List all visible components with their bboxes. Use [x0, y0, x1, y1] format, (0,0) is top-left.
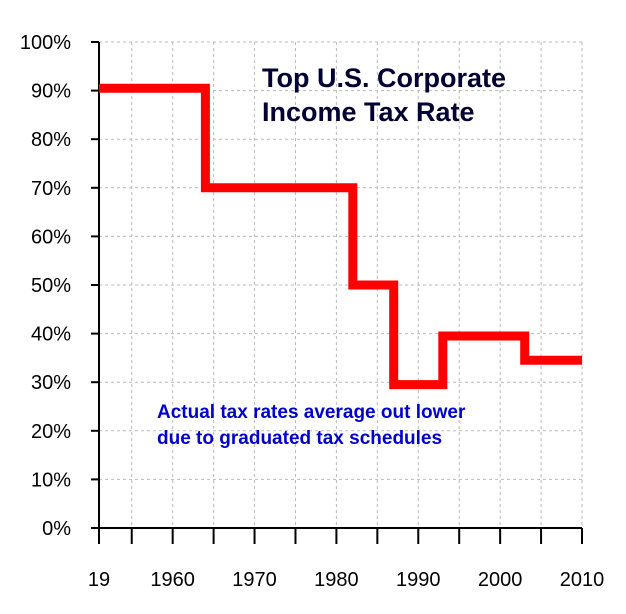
- y-tick-label: 0%: [42, 518, 71, 540]
- x-tick-label: 1960: [150, 569, 195, 591]
- series-group: [98, 83, 583, 390]
- y-tick-label: 50%: [31, 275, 71, 297]
- y-tick-label: 10%: [31, 469, 71, 491]
- annotation-line-2: due to graduated tax schedules: [157, 428, 442, 449]
- annotation-line-1: Actual tax rates average out lower: [157, 402, 466, 423]
- tax-rate-series-line: [99, 83, 582, 390]
- y-axis-ticks: 0% 10% 20% 30% 40% 50% 60% 70% 80% 90% 100%: [20, 32, 99, 540]
- chart-title-line-2: Income Tax Rate: [262, 97, 475, 127]
- y-tick-label: 20%: [31, 421, 71, 443]
- x-tick-label: 2010: [560, 569, 605, 591]
- x-tick-label: 19: [88, 569, 110, 591]
- y-tick-label: 40%: [31, 324, 71, 346]
- x-tick-label: 2000: [478, 569, 523, 591]
- y-tick-label: 60%: [31, 226, 71, 248]
- chart-title-line-1: Top U.S. Corporate: [262, 63, 506, 93]
- x-tick-label: 1970: [232, 569, 277, 591]
- y-tick-label: 100%: [20, 32, 71, 54]
- y-tick-label: 90%: [31, 81, 71, 103]
- y-tick-label: 30%: [31, 372, 71, 394]
- y-tick-label: 70%: [31, 178, 71, 200]
- y-tick-label: 80%: [31, 129, 71, 151]
- x-axis-ticks: 19 1960 1970 1980 1990 2000 2010: [88, 528, 604, 591]
- x-tick-label: 1980: [314, 569, 359, 591]
- x-tick-label: 1990: [396, 569, 441, 591]
